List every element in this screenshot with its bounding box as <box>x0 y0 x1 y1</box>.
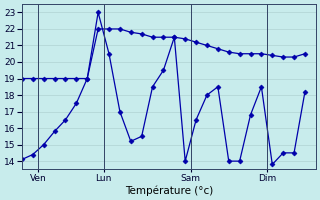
X-axis label: Température (°c): Température (°c) <box>125 185 213 196</box>
